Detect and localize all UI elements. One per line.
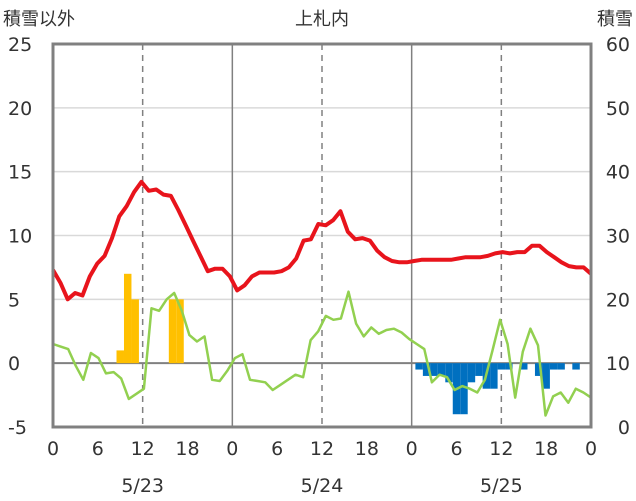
data-bar: [445, 363, 453, 383]
date-label: 5/23: [121, 475, 164, 497]
data-bar: [490, 363, 498, 389]
y-right-tick-label: 60: [606, 34, 630, 56]
x-tick-label: 0: [226, 438, 238, 460]
data-bar: [549, 363, 558, 370]
date-label: 5/24: [301, 475, 344, 497]
data-bar: [123, 273, 132, 364]
date-label: 5/25: [480, 475, 523, 497]
y-right-tick-label: 40: [606, 162, 630, 184]
x-tick-label: 6: [271, 438, 283, 460]
chart-title: 上札内: [295, 9, 349, 30]
data-bar: [430, 363, 438, 376]
x-tick-label: 12: [489, 438, 513, 460]
right-axis-label: 積雪: [597, 9, 633, 30]
line-series: [51, 179, 593, 417]
x-tick-label: 0: [406, 438, 418, 460]
data-bar: [131, 299, 139, 364]
y-left-tick-label: -5: [8, 417, 27, 439]
data-bar: [116, 350, 124, 364]
x-tick-label: 12: [310, 438, 334, 460]
y-right-tick-label: 20: [606, 289, 630, 311]
x-tick-label: 0: [585, 438, 597, 460]
data-bar: [520, 363, 528, 370]
data-bar: [572, 363, 580, 370]
x-tick-label: 12: [131, 438, 155, 460]
data-bar: [534, 363, 543, 376]
data-bar: [475, 363, 483, 376]
data-bar: [437, 363, 446, 376]
left-axis-label: 積雪以外: [3, 9, 75, 30]
green-line-series: [52, 290, 592, 417]
data-bar: [497, 363, 506, 370]
x-tick-label: 6: [92, 438, 104, 460]
y-left-tick-label: 25: [8, 34, 32, 56]
x-tick-label: 6: [450, 438, 462, 460]
y-left-tick-label: 0: [8, 353, 20, 375]
data-bar: [467, 363, 476, 383]
y-right-tick-label: 0: [618, 417, 630, 439]
data-bar: [557, 363, 565, 370]
tick-labels: -5 0 5 10 15 20 25 0 10 20 30 40 50 60 0 6 12 18 0 6 12 18 0 6 1…: [8, 34, 630, 497]
y-right-tick-label: 50: [606, 98, 630, 120]
y-left-tick-label: 20: [8, 98, 32, 120]
data-bar: [422, 363, 431, 376]
x-tick-label: 18: [534, 438, 558, 460]
y-right-tick-label: 30: [606, 226, 630, 248]
red-line-series: [51, 179, 593, 302]
data-bar: [415, 363, 423, 370]
data-bar: [176, 299, 184, 364]
x-tick-label: 0: [47, 438, 59, 460]
y-left-tick-label: 15: [8, 162, 32, 184]
data-bar: [505, 363, 513, 370]
data-bar: [168, 299, 177, 364]
y-left-tick-label: 5: [8, 289, 20, 311]
data-bar: [542, 363, 550, 389]
x-tick-label: 18: [175, 438, 199, 460]
data-bar: [460, 363, 468, 415]
y-left-tick-label: 10: [8, 226, 32, 248]
y-right-tick-label: 10: [606, 353, 630, 375]
plot-frame: [51, 42, 593, 429]
x-tick-label: 18: [355, 438, 379, 460]
